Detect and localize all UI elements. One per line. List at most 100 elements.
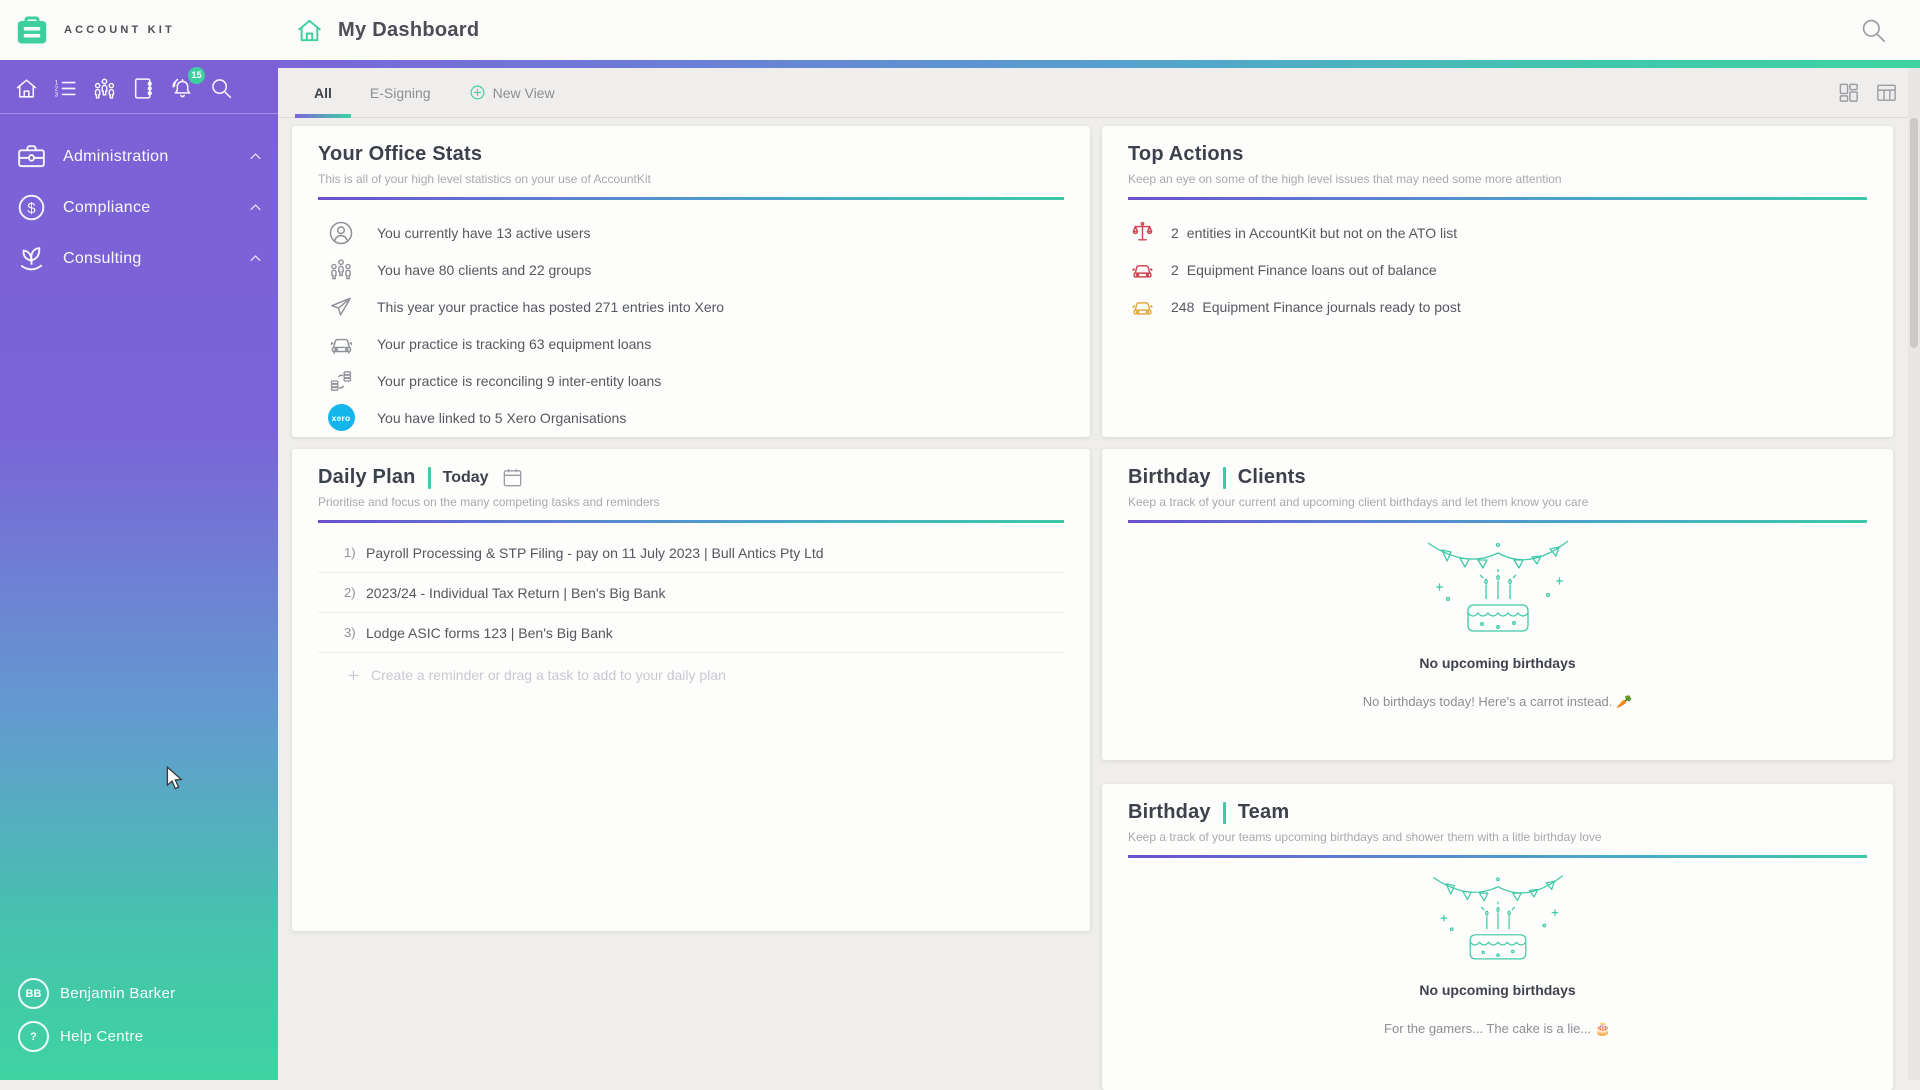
help-centre[interactable]: ? Help Centre: [0, 1015, 278, 1058]
car-icon: [1130, 294, 1155, 319]
stat-text: You have 80 clients and 22 groups: [377, 261, 592, 278]
card-subtitle: Keep a track of your teams upcoming birt…: [1128, 830, 1602, 844]
avatar: BB: [18, 978, 49, 1009]
briefcase-icon: [15, 140, 48, 173]
office-stats-card: Your Office Stats This is all of your hi…: [292, 126, 1090, 437]
stat-row: xero You have linked to 5 Xero Organisat…: [318, 399, 1064, 436]
plant-hand-icon: [15, 242, 48, 275]
chevron-up-icon[interactable]: [248, 149, 263, 164]
car-icon: [1130, 257, 1155, 282]
user-name: Benjamin Barker: [60, 985, 176, 1002]
plus-icon: [346, 668, 361, 683]
tab-esigning[interactable]: E-Signing: [369, 84, 431, 101]
sidebar-item-consulting[interactable]: Consulting: [0, 233, 278, 284]
sidebar-item-label: Consulting: [63, 249, 142, 267]
action-count: 248: [1171, 298, 1195, 315]
brand-logo[interactable]: ACCOUNT KIT: [0, 0, 278, 60]
notification-badge: 15: [188, 67, 205, 84]
notifications-bell-icon[interactable]: 15: [170, 67, 205, 101]
action-row[interactable]: 2 Equipment Finance loans out of balance: [1128, 251, 1867, 288]
top-actions-card: Top Actions Keep an eye on some of the h…: [1102, 126, 1893, 437]
action-count: 2: [1171, 261, 1179, 278]
brand-name: ACCOUNT KIT: [64, 24, 175, 36]
briefcase-logo-icon: [13, 12, 51, 48]
paper-plane-icon: [327, 293, 355, 321]
empty-state-title: No upcoming birthdays: [1419, 982, 1576, 998]
card-title: Birthday: [1128, 801, 1211, 823]
sidebar-divider: [0, 113, 278, 114]
action-row[interactable]: 248 Equipment Finance journals ready to …: [1128, 288, 1867, 325]
search-icon[interactable]: [1859, 16, 1888, 45]
gradient-accent-bar: [278, 60, 1920, 68]
card-title: Birthday: [1128, 466, 1211, 488]
tab-new-view[interactable]: New View: [450, 68, 574, 117]
calendar-icon[interactable]: [501, 466, 524, 489]
journal-icon[interactable]: [131, 76, 156, 101]
top-actions-list: 2 entities in AccountKit but not on the …: [1128, 214, 1867, 325]
tab-all[interactable]: All: [295, 68, 351, 118]
stat-text: This year your practice has posted 271 e…: [377, 298, 725, 315]
card-title-suffix: Clients: [1237, 466, 1306, 488]
page-title: My Dashboard: [338, 18, 480, 41]
user-profile[interactable]: BB Benjamin Barker: [0, 972, 278, 1015]
masonry-layout-icon[interactable]: [1837, 81, 1860, 104]
svg-text:3: 3: [55, 92, 59, 99]
clients-group-icon[interactable]: [92, 76, 117, 101]
coin-stacks-icon: [327, 367, 355, 395]
stat-row: This year your practice has posted 271 e…: [318, 288, 1064, 325]
card-subtitle: Prioritise and focus on the many competi…: [318, 495, 660, 509]
header: My Dashboard: [278, 0, 1920, 60]
sidebar-item-administration[interactable]: Administration: [0, 131, 278, 182]
title-separator: [1222, 801, 1226, 824]
gradient-divider: [1128, 855, 1867, 858]
birthday-cake-illustration: [1432, 875, 1563, 960]
plan-task-row[interactable]: 1) Payroll Processing & STP Filing - pay…: [318, 533, 1064, 573]
birthday-clients-card: Birthday Clients Keep a track of your cu…: [1102, 449, 1893, 760]
card-subtitle: Keep a track of your current and upcomin…: [1128, 495, 1589, 509]
chevron-up-icon[interactable]: [248, 251, 263, 266]
task-text: 2023/24 - Individual Tax Return | Ben's …: [366, 584, 666, 601]
user-circle-icon: [327, 219, 355, 247]
sidebar-item-compliance[interactable]: $ Compliance: [0, 182, 278, 233]
sidebar-item-label: Compliance: [63, 198, 151, 216]
plan-task-row[interactable]: 3) Lodge ASIC forms 123 | Ben's Big Bank: [318, 613, 1064, 653]
birthday-cake-illustration: [1427, 540, 1568, 632]
stat-row: You have 80 clients and 22 groups: [318, 251, 1064, 288]
task-number: 3): [344, 625, 356, 640]
table-layout-icon[interactable]: [1875, 81, 1898, 104]
plus-circle-icon: [469, 84, 486, 101]
action-text: Equipment Finance loans out of balance: [1186, 261, 1437, 278]
svg-text:1: 1: [55, 80, 59, 87]
gradient-divider: [318, 197, 1064, 200]
stat-row: Your practice is reconciling 9 inter-ent…: [318, 362, 1064, 399]
title-separator: [1222, 466, 1226, 489]
daily-plan-list: 1) Payroll Processing & STP Filing - pay…: [318, 533, 1064, 697]
sidebar-search-icon[interactable]: [209, 76, 234, 101]
sidebar-menu: Administration $ Compliance Consulting: [0, 131, 278, 284]
scrollbar-track[interactable]: [1908, 68, 1920, 1080]
birthday-team-card: Birthday Team Keep a track of your teams…: [1102, 784, 1893, 1090]
help-centre-label: Help Centre: [60, 1028, 144, 1045]
add-reminder-row[interactable]: Create a reminder or drag a task to add …: [318, 653, 1064, 697]
layout-toggles: [1837, 68, 1920, 117]
daily-plan-mode[interactable]: Today: [442, 468, 489, 486]
home-rail-icon[interactable]: [14, 76, 39, 101]
chevron-up-icon[interactable]: [248, 200, 263, 215]
action-count: 2: [1171, 224, 1179, 241]
scrollbar-thumb[interactable]: [1910, 118, 1918, 348]
stat-row: Your practice is tracking 63 equipment l…: [318, 325, 1064, 362]
task-text: Payroll Processing & STP Filing - pay on…: [366, 544, 824, 561]
empty-state-message: No birthdays today! Here's a carrot inst…: [1362, 694, 1633, 709]
stat-text: Your practice is reconciling 9 inter-ent…: [377, 372, 662, 389]
task-number: 2): [344, 585, 356, 600]
action-row[interactable]: 2 entities in AccountKit but not on the …: [1128, 214, 1867, 251]
gradient-divider: [1128, 520, 1867, 523]
action-text: Equipment Finance journals ready to post: [1202, 298, 1461, 315]
dollar-circle-icon: $: [15, 191, 48, 224]
daily-plan-card: Daily Plan Today Prioritise and focus on…: [292, 449, 1090, 931]
plan-task-row[interactable]: 2) 2023/24 - Individual Tax Return | Ben…: [318, 573, 1064, 613]
stat-text: You currently have 13 active users: [377, 224, 591, 241]
